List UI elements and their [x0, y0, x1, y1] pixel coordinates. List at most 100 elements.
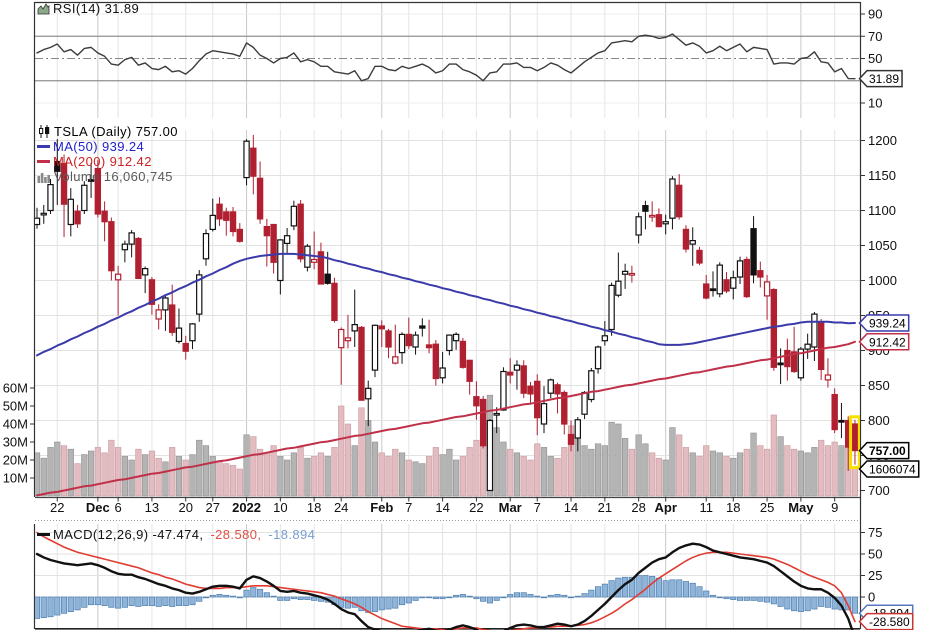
- volume-bar: [682, 447, 690, 497]
- volume-bar: [74, 463, 81, 497]
- volume-bar: [554, 457, 561, 497]
- volume-bar: [216, 461, 223, 497]
- selected-candle-highlight: [849, 415, 860, 470]
- histogram-bar: [250, 587, 257, 598]
- candle-body: [297, 203, 304, 260]
- candle-body: [554, 384, 561, 395]
- candle-body: [831, 394, 838, 431]
- symbol-row: TSLA (Daily) 757.00: [37, 124, 178, 139]
- y-axis-label: 70: [868, 29, 882, 44]
- candle-body: [365, 387, 372, 400]
- x-axis-label: 14: [564, 500, 578, 515]
- x-axis-label: Apr: [654, 500, 676, 515]
- histogram-bar: [730, 596, 737, 600]
- volume-bar: [419, 463, 426, 497]
- candle-body: [209, 214, 216, 230]
- volume-bar: [135, 448, 142, 497]
- volume-bar: [297, 447, 304, 497]
- right-axis-labels: 9070501070075080085090095010001050110011…: [860, 7, 897, 605]
- volume-bar: [317, 452, 325, 497]
- volume-axis-label: 10M: [3, 471, 28, 486]
- x-axis-label: 7: [534, 500, 541, 515]
- candle-body: [479, 398, 487, 447]
- candle-body: [696, 249, 703, 264]
- histogram-bar: [128, 596, 135, 606]
- rsi-value-callout-text: 31.89: [869, 72, 899, 86]
- candle-body: [709, 288, 717, 292]
- histogram-bar: [290, 596, 297, 600]
- histogram-bar: [696, 586, 703, 598]
- macd-panel: [35, 531, 859, 630]
- candle-body: [432, 343, 440, 380]
- candle-body: [669, 178, 676, 219]
- candle-body: [216, 203, 223, 220]
- candle-body: [716, 264, 723, 295]
- histogram-bar: [453, 594, 460, 598]
- volume-bar: [561, 447, 568, 497]
- ma50-row: MA(50) 939.24: [37, 139, 178, 154]
- histogram-bar: [851, 596, 859, 614]
- candle-body: [675, 184, 683, 218]
- volume-bar: [459, 456, 466, 497]
- volume-bar: [169, 447, 176, 497]
- x-axis-label: Dec: [86, 500, 110, 515]
- candle-body: [169, 304, 176, 333]
- volume-bar: [40, 457, 47, 497]
- candle-body: [601, 335, 609, 342]
- histogram-bar: [209, 594, 216, 598]
- volume-bar: [175, 456, 183, 497]
- volume-bar: [223, 463, 230, 497]
- volume-bar: [770, 414, 777, 497]
- candle-body: [243, 140, 250, 179]
- candle-body: [419, 325, 426, 329]
- rsi-gridlines: [35, 13, 860, 104]
- histogram-bar: [81, 596, 88, 608]
- candle-body: [750, 228, 757, 276]
- macd-gridlines: [35, 532, 860, 598]
- candle-body: [567, 433, 575, 445]
- ma50-label: MA(50) 939.24: [53, 139, 145, 154]
- volume-bar: [196, 439, 203, 497]
- histogram-bar: [135, 596, 142, 607]
- volume-bar: [446, 448, 453, 497]
- candle-body: [344, 337, 352, 342]
- candle-body: [236, 228, 243, 242]
- histogram-bar: [480, 596, 487, 602]
- volume-bar: [263, 452, 270, 497]
- volume-bar: [642, 443, 649, 497]
- volume-bar: [67, 448, 74, 497]
- volume-bar: [155, 457, 162, 497]
- volume-bar: [331, 447, 338, 497]
- volume-bar: [804, 452, 811, 497]
- volume-bar: [229, 465, 237, 497]
- histogram-bar: [466, 595, 473, 598]
- histogram-bar: [419, 596, 426, 599]
- histogram-bar: [628, 576, 635, 598]
- candle-body: [621, 270, 629, 275]
- histogram-bar: [649, 576, 656, 598]
- candle-body: [466, 359, 473, 382]
- x-axis-label: 18: [726, 500, 740, 515]
- y-axis-label: 1050: [868, 238, 897, 253]
- volume-bar: [182, 459, 189, 497]
- ma200-value-callout-text: 912.42: [869, 335, 906, 349]
- candle-body: [358, 326, 365, 401]
- histogram-bar: [750, 596, 757, 601]
- histogram-bar: [297, 596, 304, 600]
- x-axis-label: 13: [145, 500, 159, 515]
- volume-axis-label: 20M: [3, 453, 28, 468]
- histogram-bar: [770, 596, 777, 605]
- volume-bar: [594, 443, 602, 497]
- candle-body: [250, 147, 257, 177]
- rsi-value-callout: [858, 69, 903, 88]
- volume-bar: [87, 450, 95, 497]
- macd-swatch: [37, 533, 50, 536]
- candle-body: [520, 365, 527, 394]
- candle-body: [392, 356, 399, 364]
- histogram-bar: [513, 592, 521, 598]
- volume-bar: [662, 459, 669, 497]
- histogram-bar: [162, 596, 169, 606]
- histogram-bar: [682, 581, 690, 598]
- volume-label: Volume 16,060,745: [54, 169, 173, 184]
